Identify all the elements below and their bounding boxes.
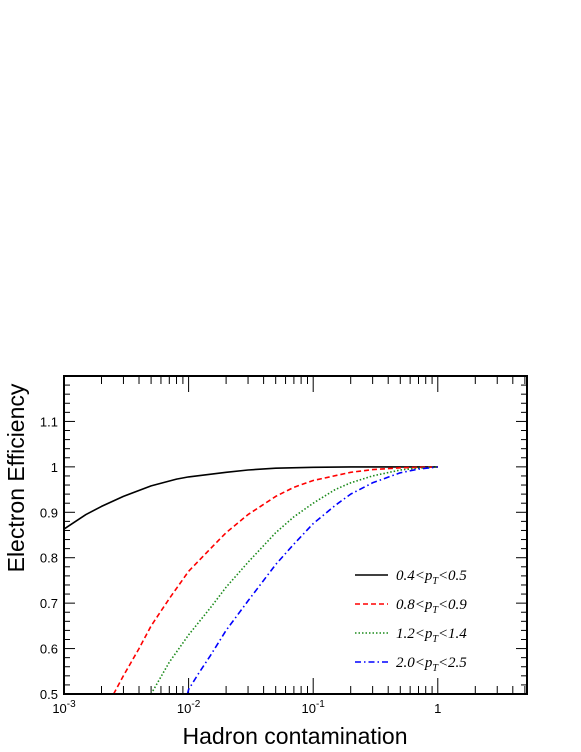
plot-frame	[63, 375, 528, 695]
legend-label-2: 0.8<pT<0.9	[396, 597, 467, 616]
x-axis-title: Hadron contamination	[182, 723, 407, 749]
y-tick-label: 1	[51, 460, 58, 475]
y-tick-label: 1.1	[40, 414, 58, 429]
tick-labels: 0.5 0.6 0.7 0.8 0.9 1 1.1 10-3 10-2 10-1 1	[40, 414, 441, 716]
series-lines	[63, 466, 438, 695]
x-tick-label: 10-1	[302, 699, 326, 716]
legend-label-1: 0.4<pT<0.5	[396, 568, 467, 587]
series-line-3	[150, 466, 438, 695]
x-tick-label: 10-3	[52, 699, 76, 716]
y-axis-title: Electron Efficiency	[3, 383, 29, 572]
y-tick-label: 0.6	[40, 642, 58, 657]
y-tick-label: 0.8	[40, 551, 58, 566]
series-line-2	[112, 466, 438, 695]
series-line-1	[63, 466, 438, 530]
legend-label-4: 2.0<pT<2.5	[396, 655, 467, 674]
legend: 0.4<pT<0.5 0.8<pT<0.9 1.2<pT<1.4 2.0<pT<2.5	[355, 568, 467, 674]
x-tick-label: 1	[434, 701, 441, 716]
y-tick-label: 0.9	[40, 505, 58, 520]
y-tick-label: 0.5	[40, 687, 58, 702]
series-line-4	[186, 466, 438, 695]
axis-ticks	[63, 375, 527, 695]
y-tick-label: 0.7	[40, 596, 58, 611]
legend-label-3: 1.2<pT<1.4	[396, 626, 467, 645]
x-tick-label: 10-2	[177, 699, 201, 716]
